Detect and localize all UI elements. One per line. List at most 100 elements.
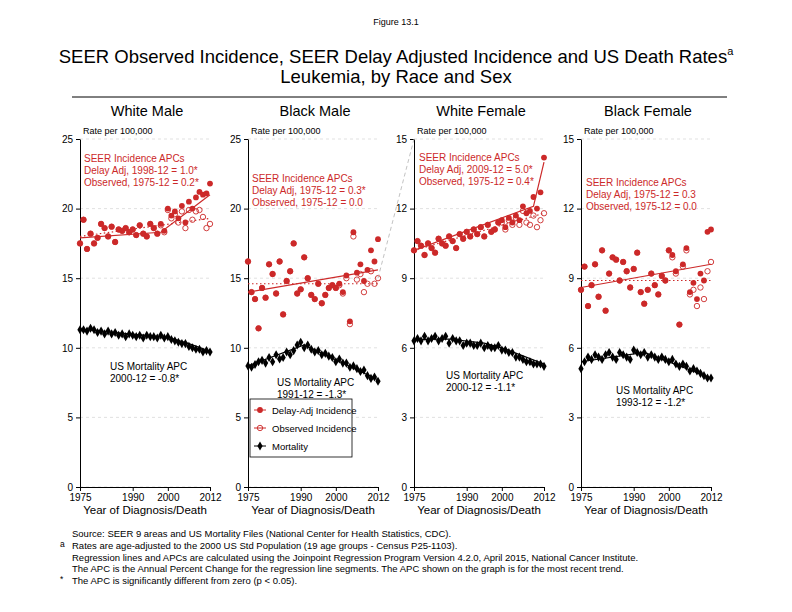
incidence-note: SEER Incidence APCs: [419, 152, 520, 163]
title-note: a: [727, 45, 734, 57]
data-point: [354, 270, 360, 276]
y-tick-mark: [410, 348, 414, 349]
data-point: [436, 236, 441, 241]
mortality-note: US Mortality APC: [446, 370, 523, 381]
series: [578, 346, 713, 383]
data-point: [510, 222, 515, 227]
x-tick: 2000: [658, 487, 681, 503]
footnote: Source: SEER 9 areas and US Mortality Fi…: [72, 528, 451, 539]
data-point: [513, 215, 518, 220]
y-axis: 0510152025: [62, 134, 81, 493]
data-point: [453, 245, 459, 251]
grid-line: [80, 417, 210, 418]
data-point: [179, 203, 185, 209]
x-tick-label: 2000: [658, 492, 681, 503]
x-tick-label: 1975: [570, 492, 593, 503]
y-tick-label: 0: [401, 482, 407, 493]
data-point: [266, 261, 272, 267]
data-point: [655, 292, 661, 298]
data-point: [596, 294, 601, 299]
y-axis: 03691215: [563, 134, 582, 493]
legend-key-marker: [257, 407, 263, 413]
data-point: [453, 245, 458, 250]
data-point: [694, 296, 700, 302]
data-point: [538, 218, 543, 223]
y-tick: 15: [396, 134, 414, 145]
x-tick: 2000: [157, 487, 180, 503]
data-point: [351, 234, 356, 239]
footnote: The APC is significantly different from …: [72, 575, 297, 586]
data-point: [446, 234, 451, 239]
data-point: [460, 236, 465, 241]
data-point: [134, 232, 139, 237]
data-point: [277, 259, 283, 265]
incidence-note: SEER Incidence APCs: [252, 173, 353, 184]
x-axis-title: Year of Diagnosis/Death: [251, 504, 375, 516]
y-tick-mark: [577, 139, 581, 140]
data-point: [112, 239, 117, 244]
data-point: [347, 321, 352, 326]
data-point: [190, 206, 196, 212]
series: [245, 234, 380, 331]
data-point: [333, 285, 338, 290]
data-point: [312, 296, 317, 301]
data-point: [422, 252, 428, 258]
data-point: [578, 364, 583, 373]
data-point: [81, 217, 87, 223]
data-point: [478, 224, 484, 230]
data-point: [538, 189, 544, 195]
x-tick-mark: [210, 487, 211, 491]
data-point: [694, 303, 699, 308]
data-point: [172, 211, 177, 216]
data-point: [280, 311, 286, 317]
x-tick-mark: [168, 487, 169, 491]
data-point: [361, 278, 367, 284]
x-tick-mark: [502, 487, 503, 491]
grid-line: [581, 278, 711, 279]
data-point: [284, 278, 290, 284]
x-tick-label: 2000: [491, 492, 514, 503]
y-tick: 9: [401, 273, 414, 284]
grid-line: [414, 278, 544, 279]
data-point: [485, 222, 490, 227]
data-point: [193, 209, 198, 214]
data-point: [372, 281, 377, 286]
data-point: [319, 301, 324, 306]
y-axis-line: [80, 140, 81, 488]
y-tick-label: 5: [235, 412, 241, 423]
panel-title: White Female: [436, 103, 525, 119]
data-point: [280, 312, 285, 317]
y-axis-line: [414, 140, 415, 488]
legend-key: [254, 425, 266, 430]
data-point: [158, 223, 163, 228]
y-tick: 10: [230, 343, 248, 354]
mortality-note: 2000-12 = -1.1*: [446, 382, 515, 393]
grid-line: [80, 278, 210, 279]
data-point: [270, 357, 275, 366]
data-point: [252, 296, 257, 301]
data-point: [673, 271, 678, 276]
trend-line: [248, 345, 378, 380]
y-tick: 0: [235, 482, 248, 493]
data-point: [207, 347, 212, 356]
panel: White FemaleRate per 100,000Year of Diag…: [396, 103, 556, 516]
data-point: [301, 254, 307, 260]
x-tick-label: 2012: [199, 492, 222, 503]
data-point: [245, 259, 251, 265]
data-point: [375, 377, 380, 386]
y-tick-mark: [244, 209, 248, 210]
x-tick: 2000: [325, 487, 348, 503]
grid-line: [414, 417, 544, 418]
y-tick: 9: [568, 273, 581, 284]
data-point: [116, 227, 121, 232]
data-point: [541, 362, 546, 371]
data-point: [207, 221, 212, 226]
y-tick-mark: [244, 348, 248, 349]
data-point: [677, 322, 682, 327]
data-point: [592, 262, 597, 267]
data-point: [105, 234, 110, 239]
data-point: [95, 235, 101, 241]
y-tick-mark: [244, 139, 248, 140]
data-point: [270, 271, 276, 277]
data-point: [312, 296, 318, 302]
